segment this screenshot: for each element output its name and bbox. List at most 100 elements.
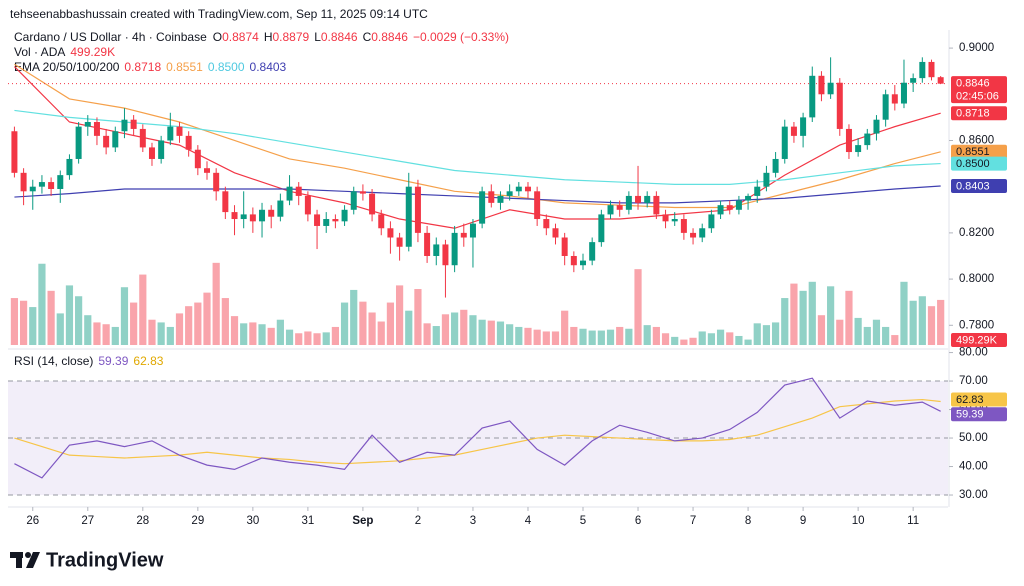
volume-bar bbox=[10, 298, 19, 345]
candle-body bbox=[855, 145, 862, 153]
volume-bar bbox=[753, 323, 761, 345]
x-tick-label: 4 bbox=[525, 515, 532, 527]
rsi-tag bbox=[951, 407, 1007, 422]
logo-icon bbox=[25, 552, 31, 558]
volume-bar bbox=[790, 283, 798, 345]
volume-bars bbox=[10, 262, 945, 345]
rsi-value: 59.39 bbox=[98, 354, 128, 368]
volume-bar bbox=[863, 326, 871, 345]
volume-bar bbox=[194, 302, 202, 345]
volume-bar bbox=[56, 313, 64, 345]
volume-bar bbox=[606, 329, 615, 345]
volume-value: 499.29K bbox=[70, 45, 115, 59]
candle-body bbox=[662, 214, 669, 222]
ohlc-value: 0.8846 bbox=[321, 30, 358, 44]
candle-body bbox=[580, 260, 587, 266]
volume-bar bbox=[937, 299, 945, 345]
candle-body bbox=[919, 61, 926, 79]
volume-bar bbox=[845, 290, 853, 345]
volume-bar bbox=[203, 292, 211, 345]
candle-body bbox=[882, 94, 889, 120]
volume-bar bbox=[423, 323, 431, 345]
volume-bar bbox=[38, 263, 46, 345]
ohlc-key: L bbox=[314, 30, 321, 44]
volume-bar bbox=[139, 274, 147, 345]
candle-body bbox=[103, 135, 110, 148]
candle-body bbox=[11, 131, 18, 173]
candle-body bbox=[534, 191, 541, 220]
volume-bar bbox=[175, 313, 184, 345]
candle-body bbox=[479, 191, 486, 224]
volume-bar bbox=[230, 316, 239, 345]
volume-bar bbox=[368, 312, 376, 345]
logo-icon bbox=[16, 552, 22, 568]
symbol-legend: Cardano / US Dollar · 4h · Coinbase O0.88… bbox=[14, 30, 509, 44]
candle-body bbox=[827, 82, 834, 95]
y-tick-label: 0.8000 bbox=[959, 273, 994, 285]
logo-text: TradingView bbox=[46, 549, 164, 571]
volume-bar bbox=[19, 300, 28, 345]
volume-bar bbox=[515, 326, 523, 345]
volume-bar bbox=[350, 289, 358, 345]
ema-tag bbox=[951, 178, 1007, 193]
volume-bar bbox=[506, 324, 514, 345]
ema-value: 0.8403 bbox=[250, 60, 287, 74]
candle-body bbox=[781, 126, 788, 159]
volume-bar bbox=[707, 333, 715, 345]
volume-bar bbox=[130, 302, 138, 345]
rsi-value: 62.83 bbox=[133, 354, 163, 368]
ema-tag bbox=[951, 144, 1007, 159]
candle-body bbox=[570, 255, 577, 266]
candle-body bbox=[405, 186, 412, 247]
volume-bar bbox=[304, 331, 312, 345]
volume-bar bbox=[891, 335, 899, 345]
candle-body bbox=[790, 126, 797, 136]
candle-body bbox=[818, 75, 825, 95]
volume-bar bbox=[276, 319, 284, 345]
candle-body bbox=[194, 149, 201, 169]
candle-body bbox=[424, 232, 431, 256]
volume-bar bbox=[689, 337, 697, 345]
volume-bar bbox=[927, 306, 936, 345]
volume-bar bbox=[478, 319, 486, 345]
rsi-tick-label: 80.00 bbox=[959, 347, 988, 359]
x-tick-label: 27 bbox=[81, 515, 94, 527]
candle-body bbox=[451, 232, 458, 266]
rsi-tag-label: 59.39 bbox=[956, 409, 984, 421]
ohlc-value: 0.8846 bbox=[371, 30, 408, 44]
candle-body bbox=[937, 77, 944, 84]
candle-body bbox=[900, 82, 907, 104]
ohlc-value: 0.8879 bbox=[272, 30, 309, 44]
candle-body bbox=[268, 209, 275, 217]
candle-body bbox=[304, 195, 311, 215]
candle-body bbox=[231, 212, 238, 220]
volume-bar bbox=[616, 326, 624, 345]
price-tag-label: 0.8846 bbox=[956, 78, 990, 90]
candle-body bbox=[809, 75, 816, 118]
candle-body bbox=[121, 119, 128, 132]
x-tick-label: 28 bbox=[136, 515, 149, 527]
candle-body bbox=[598, 214, 605, 243]
candle-body bbox=[249, 214, 256, 222]
volume-bar bbox=[359, 301, 367, 345]
candle-body bbox=[20, 172, 27, 192]
volume-bar bbox=[47, 290, 55, 345]
volume-bar bbox=[322, 332, 330, 345]
volume-bar bbox=[872, 319, 881, 345]
ema-value: 0.8500 bbox=[208, 60, 245, 74]
candle-body bbox=[139, 128, 146, 148]
volume-bar bbox=[451, 312, 459, 345]
volume-bar bbox=[313, 333, 321, 345]
candle-body bbox=[680, 219, 687, 233]
volume-bar bbox=[29, 307, 37, 345]
attribution: tehseenabbashussain created with Trading… bbox=[10, 7, 428, 21]
candle-body bbox=[213, 172, 220, 192]
volume-bar bbox=[185, 306, 193, 345]
candle-body bbox=[864, 133, 871, 146]
rsi-tick-label: 30.00 bbox=[959, 489, 988, 501]
x-tick-label: 31 bbox=[301, 515, 314, 527]
ema-value: 0.8551 bbox=[166, 60, 203, 74]
candle-body bbox=[754, 186, 761, 196]
candle-body bbox=[763, 172, 770, 187]
volume-bar bbox=[285, 329, 294, 345]
